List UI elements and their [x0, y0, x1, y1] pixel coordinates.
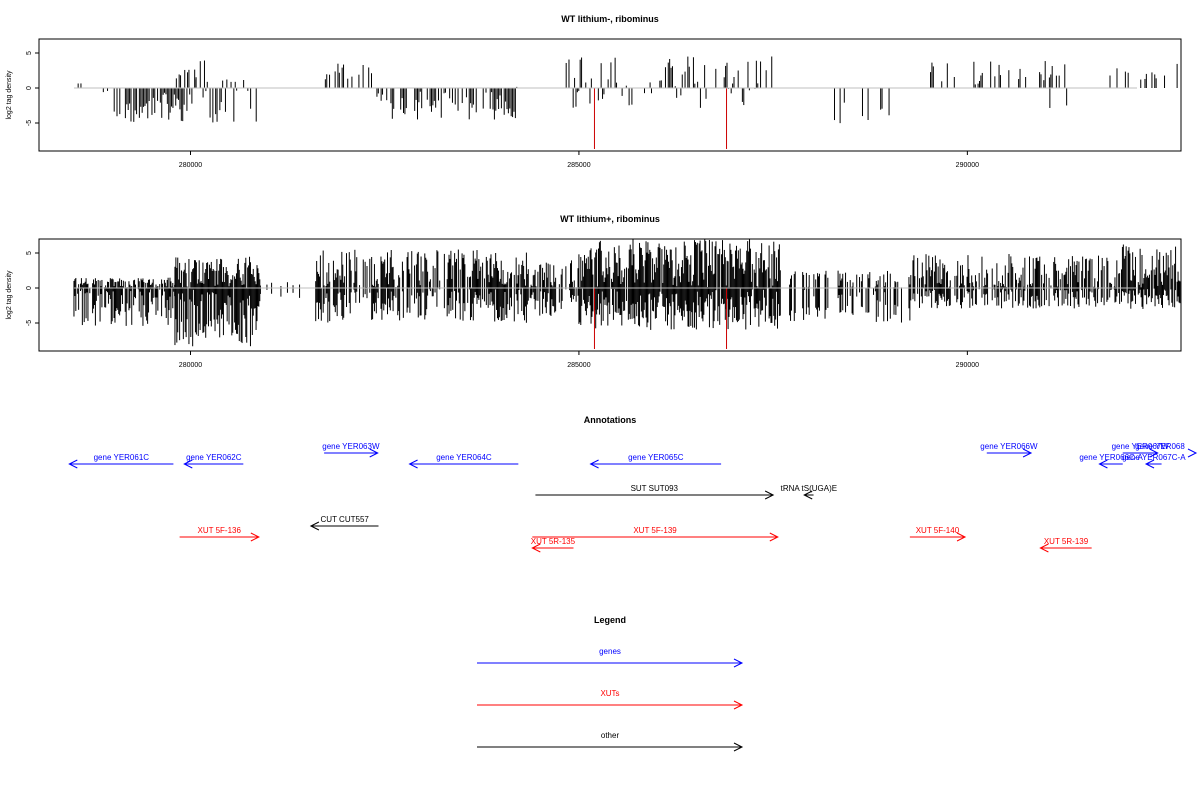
annotation-gene: gene YER067W: [1112, 442, 1170, 458]
legend-arrow-head: [733, 658, 744, 668]
annotation-items: gene YER061C gene YER062C gene YER063W gene…: [68, 442, 1198, 553]
marker-lines: [593, 88, 728, 149]
annotation-label: gene YER067C-A: [1122, 453, 1186, 462]
annotation-arrow-head: [309, 521, 320, 531]
annotation-arrow-head: [956, 532, 967, 542]
annotation-label: XUT 5R-139: [1044, 537, 1089, 546]
legend-item-xut: XUTs: [477, 689, 744, 710]
annotation-arrow-head: [1149, 448, 1159, 458]
annotation-gene: gene YER065C: [589, 453, 722, 469]
legend-item-other: other: [477, 731, 744, 752]
annotations-title: Annotations: [584, 415, 637, 425]
annotation-label: SUT SUT093: [631, 484, 679, 493]
annotations-track: Annotations gene YER061C gene YER062Cgene…: [68, 415, 1198, 553]
annotation-label: gene YER064C: [436, 453, 492, 462]
annotation-label: gene YER062C: [186, 453, 242, 462]
x-tick-label: 290000: [956, 162, 979, 169]
legend-arrow-head: [733, 700, 744, 710]
annotation-gene: gene YER066C-A: [1079, 453, 1143, 469]
annotation-xut: XUT 5F-136: [179, 526, 260, 542]
annotation-arrow-head: [764, 490, 775, 500]
y-tick-label: 0: [26, 286, 33, 290]
annotation-label: XUT 5F-136: [198, 526, 242, 535]
x-tick-label: 285000: [567, 162, 590, 169]
annotation-label: gene YER061C: [94, 453, 150, 462]
y-tick-label: -5: [26, 120, 33, 126]
annotation-gene: gene YER063W: [322, 442, 380, 458]
annotation-label: gene YER066W: [980, 442, 1038, 451]
legend-arrow-head: [733, 742, 744, 752]
y-tick-label: 0: [26, 86, 33, 90]
x-tick-label: 280000: [179, 162, 202, 169]
y-tick-label: 5: [26, 51, 33, 55]
annotation-gene: gene YER062C: [183, 453, 244, 469]
plot-frame: [38, 238, 1182, 352]
y-tick-label: 5: [26, 251, 33, 255]
annotation-label: XUT 5F-139: [633, 526, 677, 535]
legend-label: XUTs: [600, 689, 619, 698]
plot-frame: [38, 38, 1182, 152]
annotation-arrow-head: [369, 448, 379, 458]
panel-title: WT lithium-, ribominus: [561, 14, 659, 24]
y-axis-label: log2 tag density: [6, 270, 13, 320]
annotation-label: gene YER063W: [322, 442, 380, 451]
annotation-arrow-head: [68, 459, 78, 469]
legend-item-gene: genes: [477, 647, 744, 668]
x-tick-label: 280000: [179, 362, 202, 369]
annotation-arrow-head: [531, 543, 541, 553]
legend-title: Legend: [594, 615, 626, 625]
annotation-label: gene YER066C-A: [1079, 453, 1143, 462]
annotation-gene: gene YER064C: [408, 453, 519, 469]
marker-lines: [593, 288, 728, 349]
annotation-arrow-head: [408, 459, 418, 469]
annotation-xut: XUT 5F-139: [532, 526, 779, 542]
x-tick-label: 285000: [567, 362, 590, 369]
annotation-other: SUT SUT093: [535, 484, 775, 500]
annotation-arrow-head: [1022, 448, 1033, 458]
x-axis: 280000 285000 290000: [179, 351, 979, 369]
y-axis: -5 0 5: [26, 251, 39, 326]
x-tick-label: 290000: [956, 362, 979, 369]
annotation-gene: gene YER068: [1135, 442, 1198, 458]
legend: Legend genes XUTs other: [477, 615, 744, 752]
annotation-arrow-head: [250, 532, 260, 542]
y-tick-label: -5: [26, 320, 33, 326]
annotation-gene: gene YER061C: [68, 453, 174, 469]
annotation-gene: gene YER067C-A: [1122, 453, 1186, 469]
annotation-arrow-head: [769, 532, 779, 542]
legend-label: other: [601, 731, 620, 740]
x-axis: 280000 285000 290000: [179, 151, 979, 169]
annotation-arrow-head: [1144, 459, 1155, 469]
annotation-arrow-head: [589, 459, 599, 469]
annotation-label: CUT CUT557: [321, 515, 370, 524]
annotation-arrow-head: [1039, 543, 1049, 553]
annotation-other: tRNA tS(UGA)E: [781, 484, 837, 500]
annotation-arrow-head: [803, 490, 813, 500]
annotation-label: gene YER067W: [1112, 442, 1170, 451]
y-axis: -5 0 5: [26, 51, 39, 126]
annotation-label: gene YER068: [1135, 442, 1185, 451]
annotation-label: gene YER065C: [628, 453, 684, 462]
annotation-xut: XUT 5R-135: [531, 537, 576, 553]
annotation-other: CUT CUT557: [309, 515, 379, 531]
panel-title: WT lithium+, ribominus: [560, 214, 660, 224]
coverage-panel-lithium-minus: WT lithium-, ribominus log2 tag density …: [6, 14, 1182, 169]
annotation-xut: XUT 5F-140: [909, 526, 967, 542]
coverage-panel-lithium-plus: WT lithium+, ribominus log2 tag density …: [6, 214, 1182, 369]
legend-items: genes XUTs other: [477, 647, 744, 752]
annotation-label: tRNA tS(UGA)E: [781, 484, 837, 493]
bar-series: [77, 56, 1178, 124]
legend-label: genes: [599, 647, 621, 656]
annotation-label: XUT 5R-135: [531, 537, 576, 546]
annotation-label: XUT 5F-140: [916, 526, 960, 535]
annotation-arrow-head: [183, 459, 193, 469]
y-axis-label: log2 tag density: [6, 70, 13, 120]
annotation-arrow-head: [1098, 459, 1108, 469]
annotation-arrow-head: [1187, 448, 1198, 458]
annotation-gene: gene YER066W: [980, 442, 1038, 458]
annotation-xut: XUT 5R-139: [1039, 537, 1092, 553]
bar-series: [73, 239, 1181, 347]
